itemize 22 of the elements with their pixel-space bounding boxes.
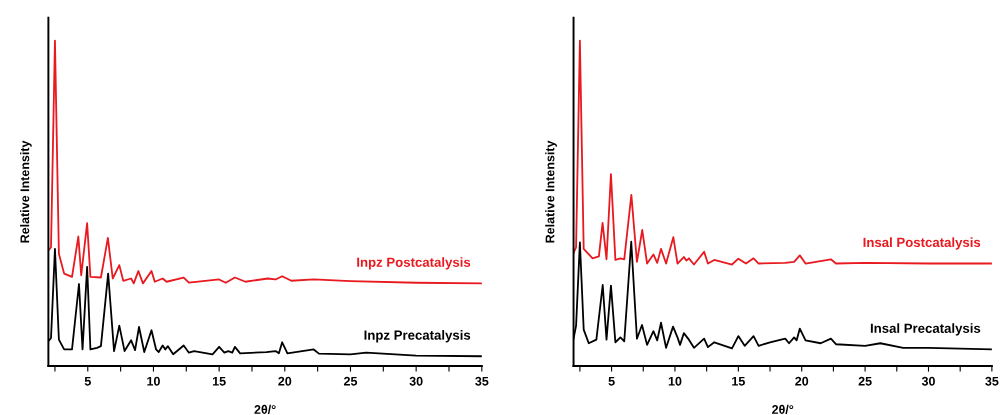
x-tick-label: 20 [278, 376, 292, 386]
y-axis-title: Relative Intensity [20, 140, 32, 243]
series-label: Inpz Precatalysis [364, 330, 471, 343]
x-tick-label: 25 [858, 376, 872, 386]
x-tick-label: 25 [343, 376, 358, 386]
x-tick-label: 10 [668, 376, 682, 386]
x-axis-title: 2θ/° [254, 404, 276, 415]
series-label: Insal Postcatalysis [863, 237, 981, 250]
series-label: Insal Precatalysis [870, 323, 981, 336]
series-label: Inpz Postcatalysis [357, 257, 471, 270]
y-axis-title: Relative Intensity [545, 140, 557, 243]
x-tick-label: 30 [921, 376, 935, 386]
x-tick-label: 35 [985, 376, 999, 386]
x-axis-title: 2θ/° [772, 404, 794, 415]
x-tick-label: 15 [732, 376, 745, 386]
x-tick-label: 20 [795, 376, 809, 386]
x-tick-label: 5 [608, 376, 615, 386]
x-tick-label: 10 [147, 376, 160, 386]
x-tick-label: 35 [475, 376, 489, 386]
x-tick-label: 15 [212, 376, 226, 386]
x-tick-label: 30 [409, 376, 423, 386]
x-tick-label: 5 [84, 376, 91, 386]
